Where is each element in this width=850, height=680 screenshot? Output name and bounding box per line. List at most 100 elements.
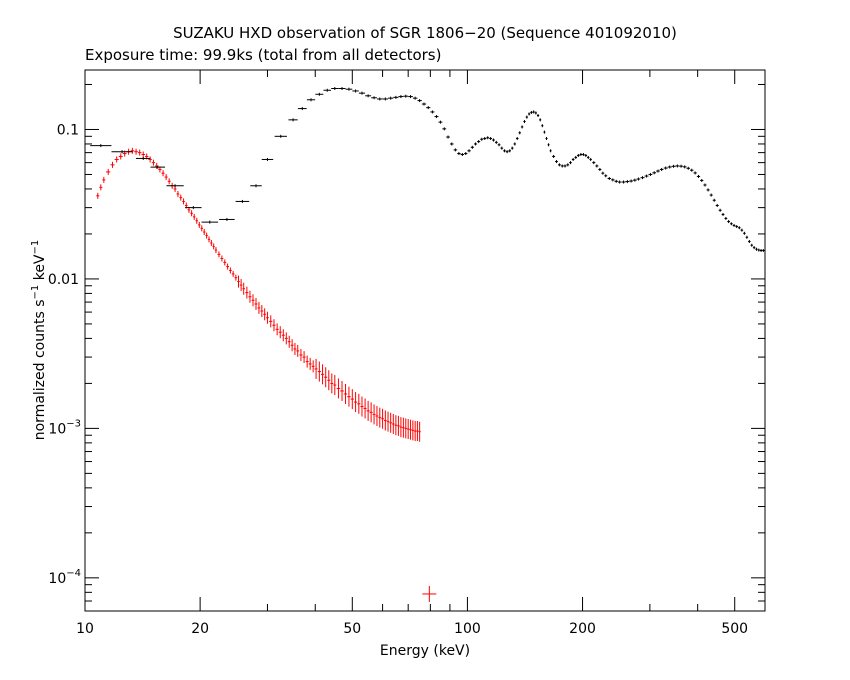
data-point [532, 110, 535, 114]
data-point [757, 248, 760, 252]
y-axis-label: normalized counts s−1 keV−1 [30, 240, 48, 441]
data-point [412, 96, 418, 100]
data-point [360, 396, 364, 417]
data-point [648, 172, 653, 176]
data-point [449, 142, 454, 146]
data-point [333, 375, 337, 396]
data-point [340, 380, 344, 401]
data-point [430, 110, 435, 114]
data-point [453, 148, 458, 152]
data-point [740, 228, 744, 232]
data-point [629, 179, 633, 183]
data-point [331, 87, 339, 91]
data-point [365, 94, 372, 98]
data-point [290, 339, 294, 352]
data-point [248, 290, 252, 303]
data-point [525, 115, 528, 119]
series-black [90, 87, 765, 252]
data-point [569, 161, 572, 165]
data-point [369, 402, 373, 423]
data-point [434, 115, 439, 119]
data-point [358, 91, 366, 95]
data-point [464, 152, 468, 156]
data-point [408, 95, 413, 99]
data-point [574, 155, 578, 159]
data-point [383, 410, 387, 431]
data-point [192, 213, 196, 220]
data-point [545, 137, 548, 141]
data-point [404, 418, 407, 439]
data-point [90, 144, 112, 148]
data-point [571, 157, 575, 161]
data-point [473, 142, 478, 146]
data-point [363, 398, 367, 419]
data-point [735, 225, 739, 229]
data-point [195, 217, 199, 224]
data-point [494, 140, 498, 144]
data-point [210, 239, 213, 246]
data-point [397, 415, 400, 436]
data-point [750, 243, 753, 247]
data-point [732, 223, 736, 227]
data-point [743, 231, 746, 235]
data-point [99, 184, 103, 191]
y-axis-label-unit: keV [32, 254, 48, 285]
data-point [330, 373, 334, 394]
data-point [275, 323, 279, 336]
data-point [392, 413, 395, 434]
data-point [393, 95, 399, 99]
data-point [272, 319, 276, 332]
data-point [114, 156, 119, 163]
y-tick-label: 10−4 [48, 568, 81, 587]
data-point [306, 98, 316, 102]
data-point [560, 164, 564, 168]
data-point [353, 392, 358, 413]
data-point [549, 149, 552, 153]
data-point [299, 348, 303, 361]
data-point [357, 393, 361, 414]
data-point [552, 154, 556, 158]
data-point [251, 294, 255, 307]
data-point [712, 198, 716, 202]
data-point [457, 152, 461, 156]
data-point [350, 389, 354, 410]
data-point [693, 171, 697, 175]
data-point [709, 193, 713, 197]
data-point [302, 351, 306, 364]
data-point [261, 157, 274, 161]
data-point [254, 297, 258, 310]
data-point [536, 114, 540, 118]
data-point [375, 406, 379, 427]
data-point [675, 164, 680, 168]
data-point [151, 159, 156, 166]
data-point [308, 357, 312, 370]
data-point [229, 267, 232, 274]
data-point [492, 138, 495, 142]
data-point [185, 206, 202, 210]
data-point [234, 274, 238, 281]
data-point [250, 184, 262, 188]
data-point [274, 134, 287, 138]
data-point [582, 153, 585, 157]
data-point [621, 180, 626, 184]
data-point [579, 153, 583, 157]
data-point [372, 404, 376, 425]
data-point [696, 174, 701, 178]
data-point [378, 407, 382, 428]
y-axis-label-exp1: −1 [30, 285, 41, 300]
data-point [534, 111, 537, 115]
data-point [414, 421, 417, 442]
data-point [755, 247, 758, 251]
data-point [421, 102, 427, 106]
data-point [371, 96, 377, 100]
data-point [231, 270, 235, 277]
x-tick-label: 500 [721, 621, 748, 637]
data-point [320, 364, 325, 385]
data-point [150, 165, 166, 169]
data-point [503, 149, 506, 153]
data-point [182, 198, 185, 205]
data-point [141, 151, 145, 158]
data-point [442, 127, 447, 131]
data-point [106, 168, 111, 175]
